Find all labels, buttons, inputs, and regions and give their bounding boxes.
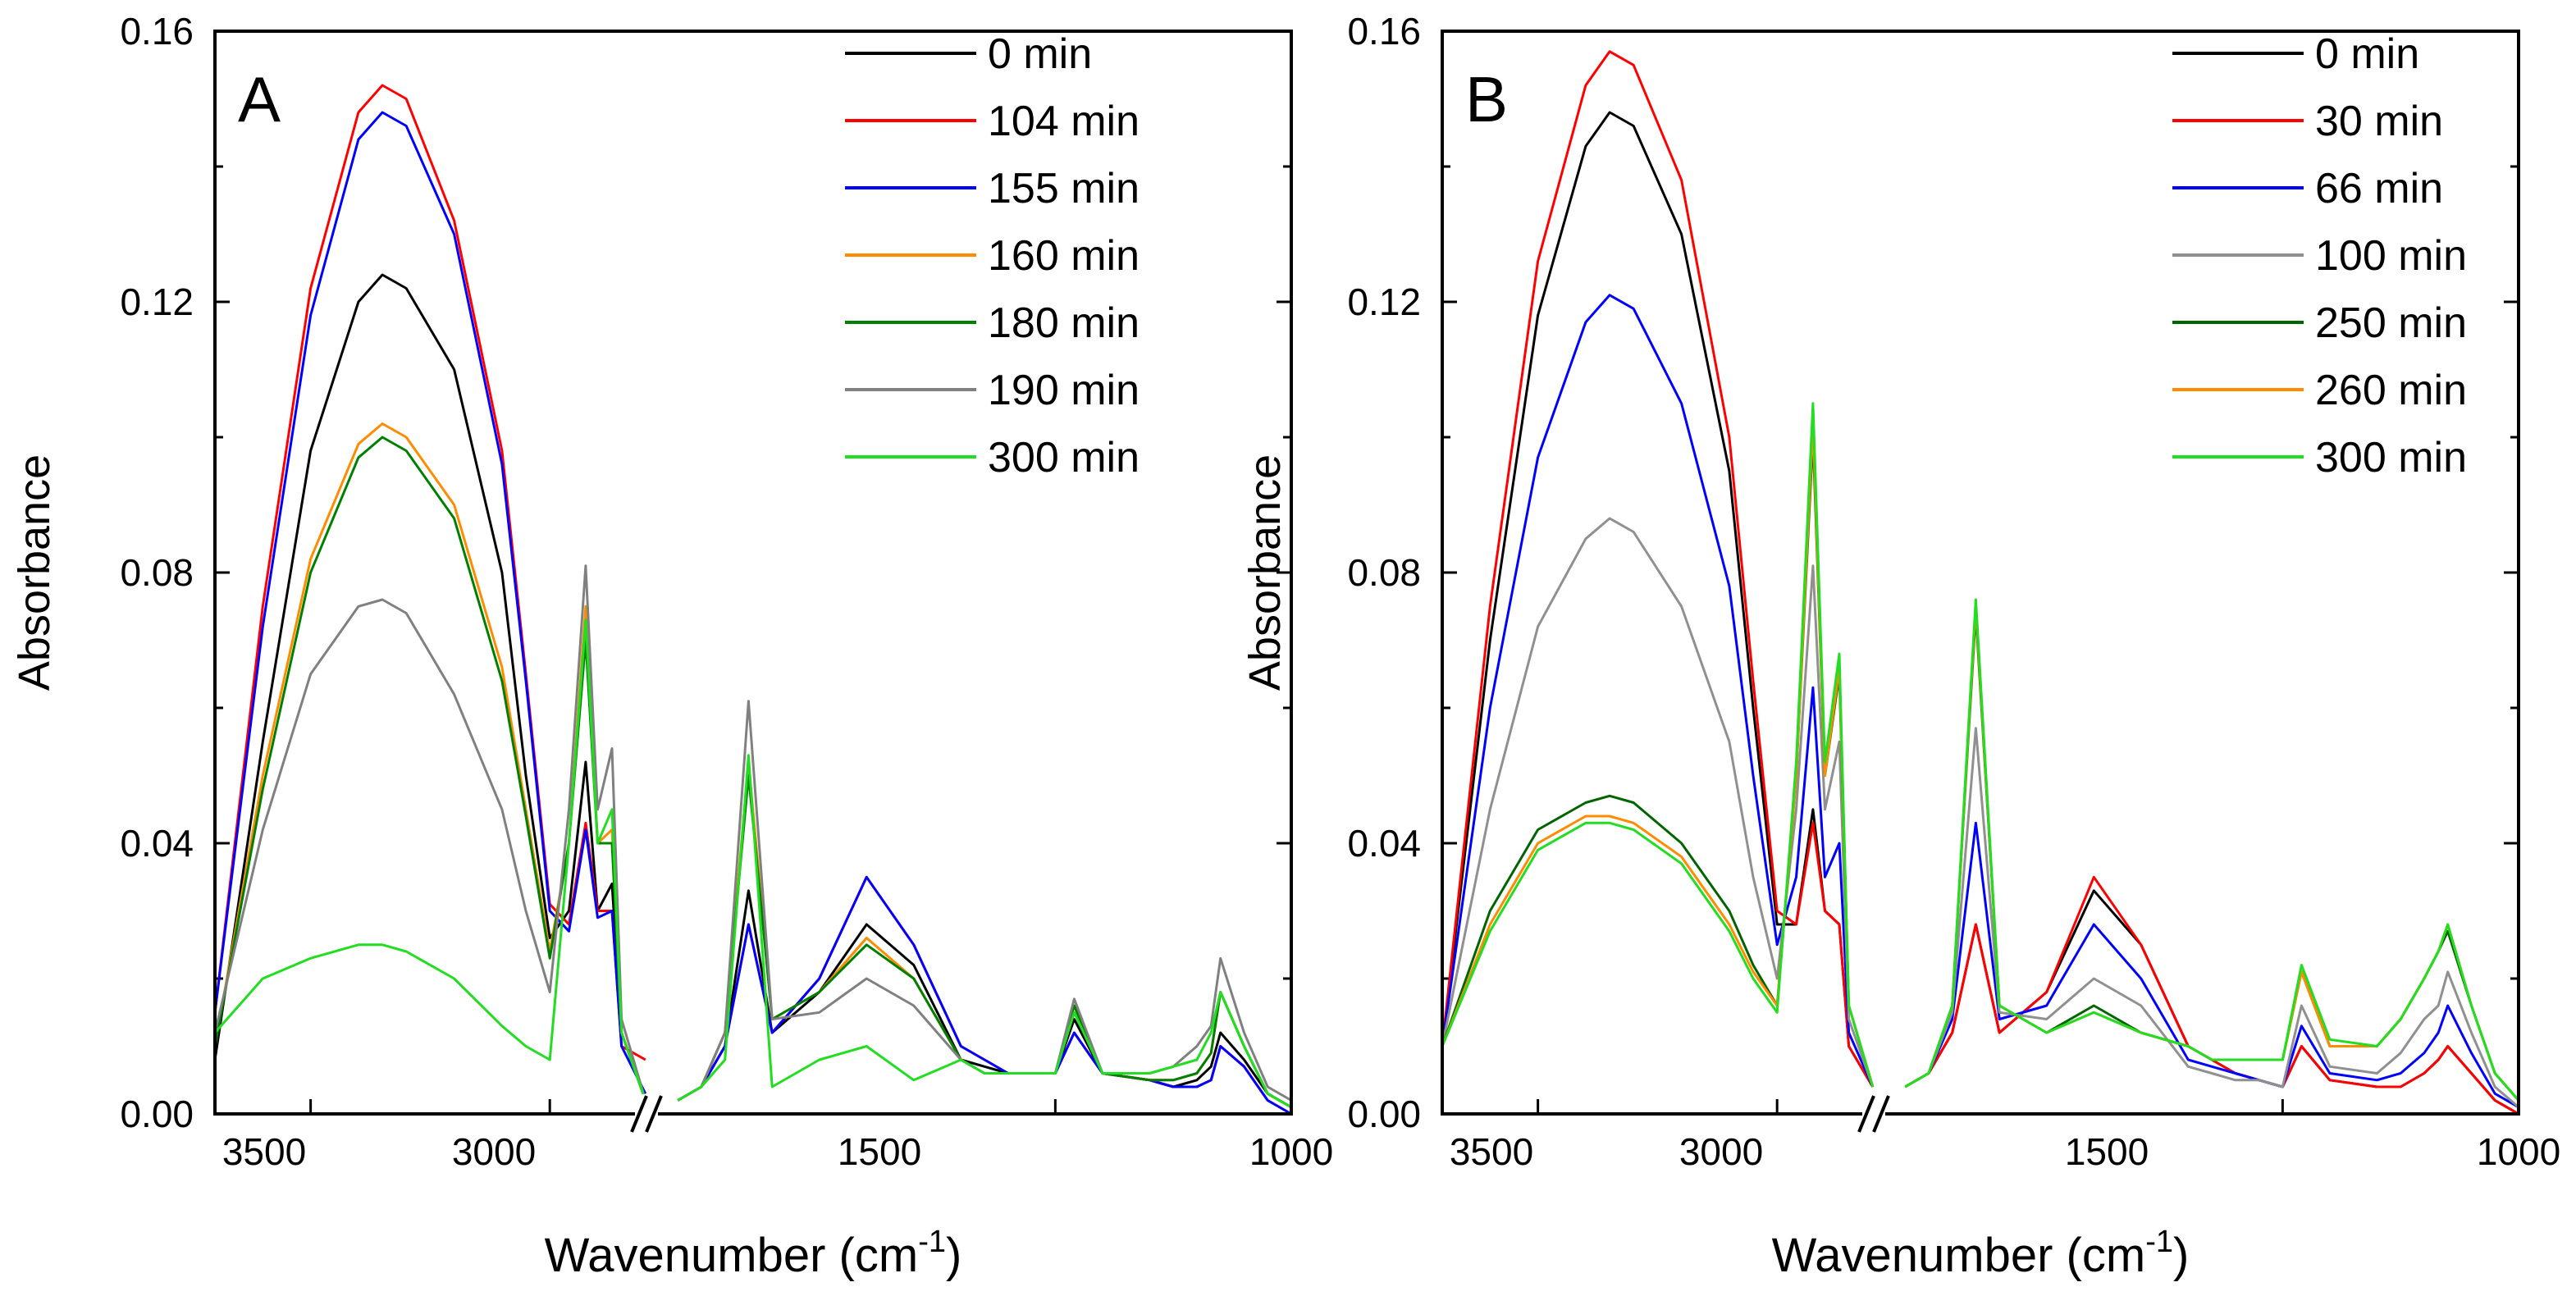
- legend-label: 104 min: [988, 98, 1140, 145]
- legend-label: 30 min: [2315, 98, 2443, 145]
- series-line: [677, 754, 1292, 1109]
- y-tick-label: 0.00: [120, 1093, 194, 1135]
- x-axis-label-close: ): [946, 1229, 961, 1282]
- legend-item: 104 min: [845, 98, 1140, 145]
- panel-a-lines: [213, 84, 1292, 1116]
- series-line: [213, 111, 647, 1094]
- panel-b-y-axis-label: Absorbance: [1240, 454, 1290, 691]
- y-tick-label: 0.12: [120, 281, 194, 323]
- y-tick-label: 0.08: [1347, 551, 1421, 594]
- series-line: [1904, 598, 2520, 1102]
- series-line: [1441, 402, 1875, 1088]
- series-line: [1441, 294, 1875, 1088]
- panel-a-plot-frame: [213, 30, 1293, 1116]
- legend-label: 260 min: [2315, 367, 2467, 414]
- y-tick-label: 0.16: [120, 10, 194, 52]
- series-line: [213, 436, 647, 1102]
- x-tick-label: 3000: [1679, 1130, 1763, 1173]
- panel-a-y-tick-labels: 0.00 0.04 0.08 0.12 0.16: [120, 10, 194, 1135]
- legend-item: 0 min: [845, 30, 1092, 78]
- y-tick-label: 0.00: [1347, 1093, 1421, 1135]
- legend-item: 190 min: [845, 367, 1140, 414]
- y-tick-label: 0.08: [120, 551, 194, 594]
- series-line: [1441, 50, 1875, 1088]
- y-tick-label: 0.04: [1347, 822, 1421, 865]
- x-axis-label-main: Wavenumber (cm: [1772, 1229, 2146, 1282]
- x-tick-label: 1500: [838, 1130, 921, 1173]
- legend-label: 180 min: [988, 299, 1140, 347]
- legend-item: 260 min: [2172, 367, 2467, 414]
- series-line: [213, 422, 647, 1102]
- legend-item: 180 min: [845, 299, 1140, 347]
- legend-label: 0 min: [2315, 30, 2419, 78]
- panel-a-x-axis-label: Wavenumber (cm-1): [545, 1225, 962, 1282]
- legend-item: 160 min: [845, 232, 1140, 280]
- x-tick-label: 1500: [2065, 1130, 2149, 1173]
- series-line: [1904, 727, 2519, 1108]
- panel-b: B 0.00 0.04 0.08 0.12 0.16 3500 3000 150…: [1240, 10, 2560, 1282]
- series-line: [213, 273, 647, 1102]
- panel-a-y-axis-label: Absorbance: [10, 454, 59, 691]
- x-tick-label: 3000: [452, 1130, 536, 1173]
- panel-b-label: B: [1465, 63, 1508, 135]
- x-axis-label-main: Wavenumber (cm: [545, 1229, 919, 1282]
- x-tick-label: 1000: [2477, 1130, 2560, 1173]
- panel-b-plot-frame: [1441, 30, 2520, 1116]
- panel-b-x-tick-labels: 3500 3000 1500 1000: [1450, 1130, 2560, 1173]
- series-line: [1441, 422, 1875, 1088]
- series-line: [213, 618, 647, 1102]
- x-axis-label-sup: -1: [2145, 1225, 2173, 1259]
- x-tick-label: 1000: [1249, 1130, 1333, 1173]
- panel-a-axis-break: [630, 1094, 663, 1134]
- legend-label: 100 min: [2315, 232, 2467, 280]
- legend-item: 100 min: [2172, 232, 2467, 280]
- legend-label: 0 min: [988, 30, 1092, 78]
- legend-label: 155 min: [988, 165, 1140, 212]
- legend-label: 300 min: [988, 434, 1140, 481]
- x-tick-label: 3500: [222, 1130, 306, 1173]
- y-tick-label: 0.16: [1347, 10, 1421, 52]
- legend-label: 250 min: [2315, 299, 2467, 347]
- panel-b-lines: [1441, 50, 2520, 1116]
- y-tick-label: 0.04: [120, 822, 194, 865]
- y-tick-label: 0.12: [1347, 281, 1421, 323]
- x-axis-label-sup: -1: [918, 1225, 946, 1259]
- legend-label: 66 min: [2315, 165, 2443, 212]
- panel-a: A 0.00 0.04 0.08 0.12 0.16 3500 3000 150…: [10, 10, 1333, 1282]
- x-axis-label-close: ): [2173, 1229, 2189, 1282]
- series-line: [213, 84, 646, 1061]
- legend-label: 190 min: [988, 367, 1140, 414]
- legend-item: 155 min: [845, 165, 1140, 212]
- panel-b-legend: 0 min 30 min 66 min 100 min 250 min 260 …: [2172, 30, 2467, 481]
- legend-item: 66 min: [2172, 165, 2443, 212]
- series-line: [1441, 111, 1875, 1088]
- panel-a-x-tick-labels: 3500 3000 1500 1000: [222, 1130, 1333, 1173]
- panel-a-label: A: [238, 63, 281, 135]
- panel-b-axis-break: [1857, 1094, 1890, 1134]
- panel-b-y-tick-labels: 0.00 0.04 0.08 0.12 0.16: [1347, 10, 1421, 1135]
- panel-b-x-axis-label: Wavenumber (cm-1): [1772, 1225, 2190, 1282]
- legend-item: 30 min: [2172, 98, 2443, 145]
- legend-item: 300 min: [845, 434, 1140, 481]
- legend-label: 300 min: [2315, 434, 2467, 481]
- legend-item: 300 min: [2172, 434, 2467, 481]
- series-line: [1441, 517, 1875, 1088]
- panel-a-legend: 0 min 104 min 155 min 160 min 180 min 19…: [845, 30, 1140, 481]
- legend-label: 160 min: [988, 232, 1140, 280]
- series-line: [213, 564, 647, 1101]
- legend-item: 250 min: [2172, 299, 2467, 347]
- legend-item: 0 min: [2172, 30, 2419, 78]
- x-tick-label: 3500: [1450, 1130, 1533, 1173]
